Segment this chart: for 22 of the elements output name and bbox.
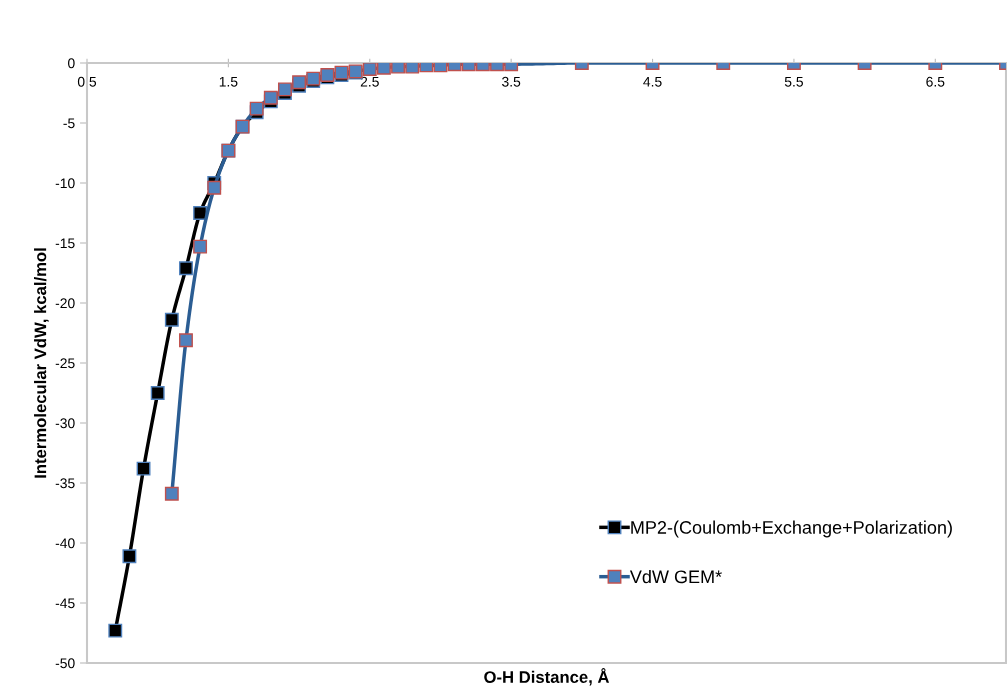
- y-tick-label: 0: [68, 58, 75, 69]
- x-tick-label: 2.5: [360, 76, 379, 87]
- y-tick-label: -10: [55, 178, 75, 189]
- x-tick-label: 5.5: [784, 76, 803, 87]
- y-tick-label: -15: [55, 238, 75, 249]
- y-axis-title: Intermolecular VdW, kcal/mol: [34, 248, 49, 478]
- y-tick-label: -20: [55, 298, 75, 309]
- x-tick-label: 4.5: [643, 76, 662, 87]
- y-tick-label: -35: [55, 478, 75, 489]
- y-tick-label: -50: [55, 658, 75, 669]
- x-axis-title: O-H Distance, Å: [484, 668, 610, 686]
- y-tick-label: -40: [55, 538, 75, 549]
- x-tick-label: 6.5: [926, 76, 945, 87]
- x-tick-label: 1.5: [219, 76, 238, 87]
- y-tick-label: -30: [55, 418, 75, 429]
- y-tick-label: -45: [55, 598, 75, 609]
- y-tick-label: -5: [63, 118, 75, 129]
- x-tick-label: 0.5: [77, 76, 97, 87]
- y-tick-label: -25: [55, 358, 75, 369]
- x-tick-label: 3.5: [502, 76, 521, 87]
- legend-label: VdW GEM*: [629, 569, 722, 584]
- legend-label: MP2-(Coulomb+Exchange+Polarization): [631, 520, 952, 538]
